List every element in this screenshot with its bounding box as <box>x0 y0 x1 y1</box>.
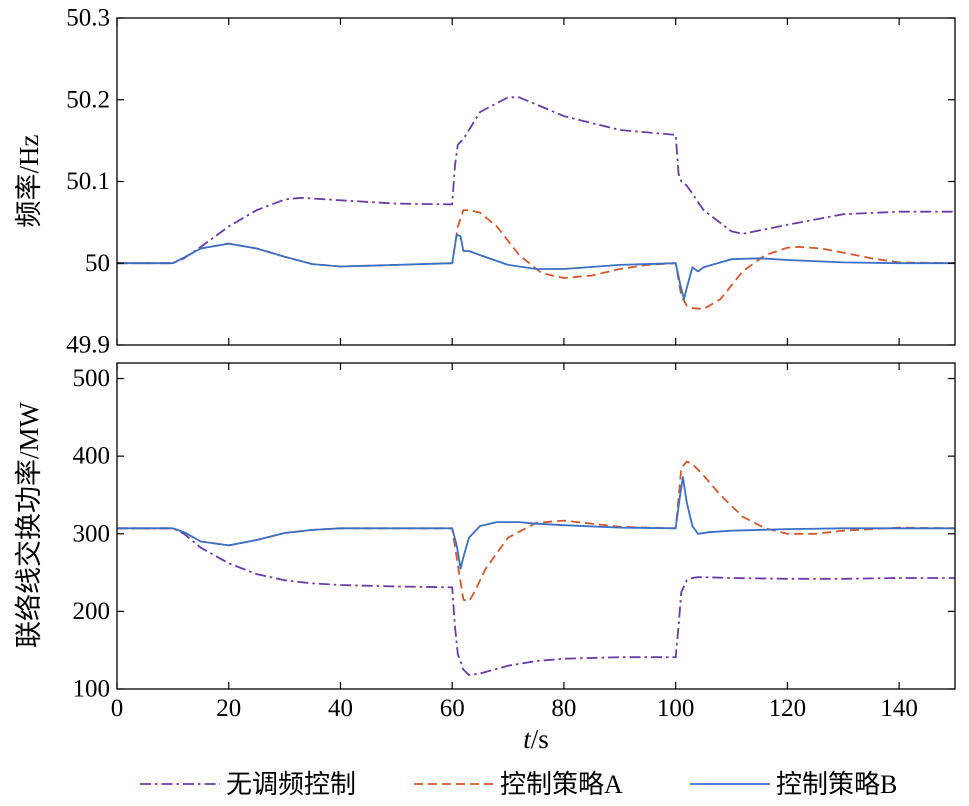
tieline-power-series-group <box>117 460 956 676</box>
tieline-power-x-ticks: 0 20 40 60 80 100 120 140 <box>111 363 918 722</box>
frequency-series-line <box>117 233 955 301</box>
x-tick-label: 100 <box>657 695 695 722</box>
tieline-power-series-line <box>117 527 955 676</box>
frequency-y-ticks: 49.9 50 50.1 50.2 50.3 <box>66 5 955 359</box>
tieline-power-series-line <box>117 476 955 570</box>
frequency-series-group <box>117 96 956 310</box>
tieline-power-y-axis-title: 联络线交换功率/MW <box>14 401 44 648</box>
frequency-panel: 49.9 50 50.1 50.2 50.3 频率/Hz <box>14 5 956 359</box>
tieline-power-series-line <box>117 460 956 603</box>
x-tick-label: 60 <box>440 695 465 722</box>
x-tick-label: 140 <box>880 695 918 722</box>
x-tick-label: 120 <box>769 695 807 722</box>
frequency-x-ticks <box>116 18 900 345</box>
legend-label: 无调频控制 <box>226 770 356 799</box>
tieline-power-y-tick-label: 300 <box>73 520 111 547</box>
frequency-y-tick-label: 50 <box>85 250 110 277</box>
frequency-y-tick-label: 50.3 <box>66 5 110 32</box>
x-tick-label: 80 <box>551 695 576 722</box>
tieline-power-plot-frame <box>116 362 956 690</box>
frequency-y-axis-title: 频率/Hz <box>14 134 44 227</box>
frequency-plot-frame <box>116 17 956 346</box>
x-tick-label: 0 <box>111 695 124 722</box>
frequency-y-tick-label: 50.1 <box>66 168 110 195</box>
tieline-power-y-tick-label: 200 <box>73 598 111 625</box>
frequency-y-tick-label: 49.9 <box>66 332 110 359</box>
legend-label: 控制策略B <box>776 770 897 799</box>
x-tick-label: 20 <box>216 695 241 722</box>
frequency-series-line <box>117 209 956 310</box>
x-axis-title: t/s <box>523 724 549 754</box>
legend-label: 控制策略A <box>500 770 623 799</box>
frequency-y-tick-label: 50.2 <box>66 86 110 113</box>
tieline-power-y-tick-label: 500 <box>73 365 111 392</box>
legend: 无调频控制 控制策略A 控制策略B <box>140 770 897 799</box>
tieline-power-y-tick-label: 100 <box>73 676 111 703</box>
tieline-power-y-ticks: 100 200 300 400 500 <box>73 365 955 703</box>
tieline-power-panel: 100 200 300 400 500 0 20 40 60 80 100 120 140 联络线交换… <box>14 362 956 722</box>
frequency-series-line <box>117 96 955 265</box>
tieline-power-y-tick-label: 400 <box>73 443 111 470</box>
x-tick-label: 40 <box>328 695 353 722</box>
